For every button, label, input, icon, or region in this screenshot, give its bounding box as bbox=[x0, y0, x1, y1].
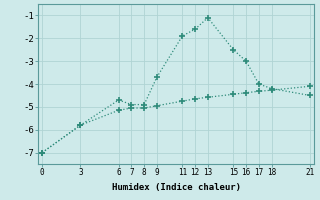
X-axis label: Humidex (Indice chaleur): Humidex (Indice chaleur) bbox=[111, 183, 241, 192]
